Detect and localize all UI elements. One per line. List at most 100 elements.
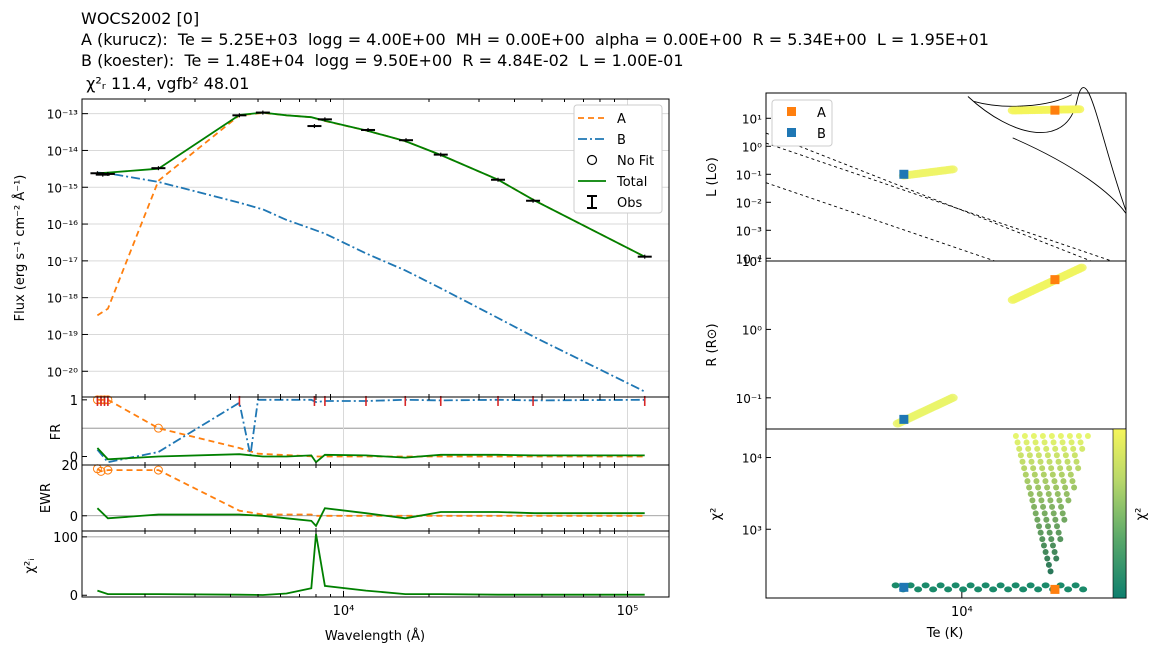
chi2-grid-point-a	[1045, 490, 1052, 497]
wavelength-xtick-label: 10⁴	[333, 604, 355, 619]
chi2-grid-point-b	[966, 582, 975, 589]
chi2-grid-point-b	[1041, 582, 1050, 589]
chi2-grid-point-a	[1046, 458, 1053, 465]
fr-axis-label: FR	[49, 424, 64, 441]
chi2-grid-point-a	[1032, 439, 1039, 446]
fr-nofit-marker	[153, 423, 163, 433]
sed-ytick-label: 10⁻¹⁶	[47, 218, 78, 232]
chi2-grid-point-a	[1053, 452, 1060, 459]
ewr-nofit-marker	[103, 465, 113, 475]
axes-frame-chi2	[765, 428, 1127, 599]
residual-ytick-label: 0	[70, 589, 78, 604]
chi2-grid-point-a	[1041, 510, 1048, 517]
hrd-legend-label-b: B	[817, 127, 826, 142]
colorbar-label: χ²	[1134, 508, 1149, 521]
chi2-grid-point-a	[1039, 465, 1046, 472]
chi2-grid-point-a	[1032, 510, 1039, 517]
chi2-ytick-label: 10³	[742, 523, 762, 537]
component-b-params: B (koester): Te = 1.48E+04 logg = 9.50E+…	[81, 51, 684, 70]
chi2-grid-point-a	[1025, 445, 1032, 452]
chi2-grid-point-a	[1077, 439, 1084, 446]
chi2-grid-point-a	[1022, 471, 1029, 478]
chi2r-series-total	[97, 533, 645, 596]
chi2-grid-point-b	[914, 586, 923, 593]
chi2-grid-point-a	[1036, 490, 1043, 497]
chi2-grid-point-a	[1021, 432, 1028, 439]
chi2-grid-point-a	[1017, 452, 1024, 459]
hrd-ytick-label: 10⁰	[742, 140, 762, 154]
chi2-grid-point-a	[1075, 465, 1082, 472]
chi2-grid-point-b	[1004, 586, 1013, 593]
chi2-grid-point-a	[1070, 445, 1077, 452]
chi2-grid-point-b	[921, 582, 930, 589]
chi2-grid-point-a	[1048, 536, 1055, 543]
sed-ytick-label: 10⁻¹⁸	[47, 292, 78, 306]
chi2-ytick-label: 10⁴	[742, 452, 762, 466]
chi2-grid-point-b	[996, 582, 1005, 589]
chi2-grid-point-a	[1037, 529, 1044, 536]
chi2-grid-point-a	[1071, 452, 1078, 459]
ewr-series-a	[96, 468, 645, 517]
chi2-grid-point-b	[944, 586, 953, 593]
chi2-grid-point-a	[1042, 549, 1049, 556]
residual-ytick-label: 0	[70, 510, 78, 525]
chi2-grid-point-a	[1033, 478, 1040, 485]
legend-label-no-fit: No Fit	[617, 154, 654, 169]
chi2r-axis-label: χ²ᵢ	[23, 558, 38, 573]
chi2-grid-point-a	[1060, 478, 1067, 485]
chi2-grid-point-b	[1071, 582, 1080, 589]
chi2-grid-point-a	[1053, 555, 1060, 562]
chi2-grid-point-a	[1030, 465, 1037, 472]
chi2-grid-point-b	[951, 582, 960, 589]
radius-best-fit-a	[1050, 275, 1060, 285]
chi2-grid-point-b	[959, 586, 968, 593]
chi2-grid-point-a	[1052, 516, 1059, 523]
colorbar	[1112, 428, 1127, 599]
sed-ytick-label: 10⁻¹⁴	[47, 144, 78, 158]
chi2-grid-point-a	[1057, 536, 1064, 543]
chi2-grid-point-a	[1062, 484, 1069, 491]
residual-ytick-label: 0	[70, 451, 78, 466]
sed-ytick-label: 10⁻²⁰	[47, 365, 78, 379]
chi2-grid-point-a	[1050, 439, 1057, 446]
chi2-best-fit-b	[899, 582, 909, 592]
chi2-grid-point-a	[1014, 439, 1021, 446]
chi2-grid-point-b	[891, 582, 900, 589]
fr-series-b	[96, 398, 645, 464]
chi2-grid-point-a	[1068, 439, 1075, 446]
chi2-grid-point-a	[1030, 432, 1037, 439]
isochrone-track	[967, 87, 1127, 211]
chi2-grid-point-a	[1063, 490, 1070, 497]
chi2-grid-point-b	[974, 586, 983, 593]
chi2-grid-point-b	[1011, 582, 1020, 589]
chi2-grid-point-a	[1052, 445, 1059, 452]
hrd-ytick-label: 10⁻⁴	[736, 252, 763, 266]
chi2-grid-point-a	[1053, 484, 1060, 491]
ewr-nofit-marker	[96, 466, 106, 476]
hrd-best-fit-a	[1050, 105, 1060, 115]
ewr-nofit-marker	[153, 465, 163, 475]
axes-frame-chi2r	[81, 530, 670, 598]
cooling-line	[765, 132, 1092, 262]
chi2-grid-point-a	[1061, 516, 1068, 523]
radius-ytick-label: 10¹	[742, 255, 762, 269]
chi2-grid-point-a	[1048, 465, 1055, 472]
chi2-grid-point-a	[1057, 465, 1064, 472]
radius-best-fit-b	[899, 414, 909, 424]
sed-ytick-label: 10⁻¹⁹	[47, 328, 78, 342]
chi2-grid-point-a	[1079, 445, 1086, 452]
wavelength-xtick-label: 10⁵	[617, 604, 639, 619]
chi2-grid-point-a	[1067, 471, 1074, 478]
chi2-grid-point-b	[1079, 586, 1088, 593]
chi2-grid-point-a	[1029, 497, 1036, 504]
sed-ytick-label: 10⁻¹⁵	[47, 181, 78, 195]
chi2-grid-point-a	[1044, 484, 1051, 491]
chi2-grid-point-b	[1019, 586, 1028, 593]
hrd-ytick-label: 10⁻¹	[736, 168, 763, 182]
ewr-axis-label: EWR	[39, 483, 54, 513]
residual-ytick-label: 100	[53, 531, 78, 546]
radius-grid-point-b	[947, 393, 958, 402]
chi2-axis-label: χ²	[709, 508, 724, 521]
chi2-grid-point-a	[1071, 484, 1078, 491]
